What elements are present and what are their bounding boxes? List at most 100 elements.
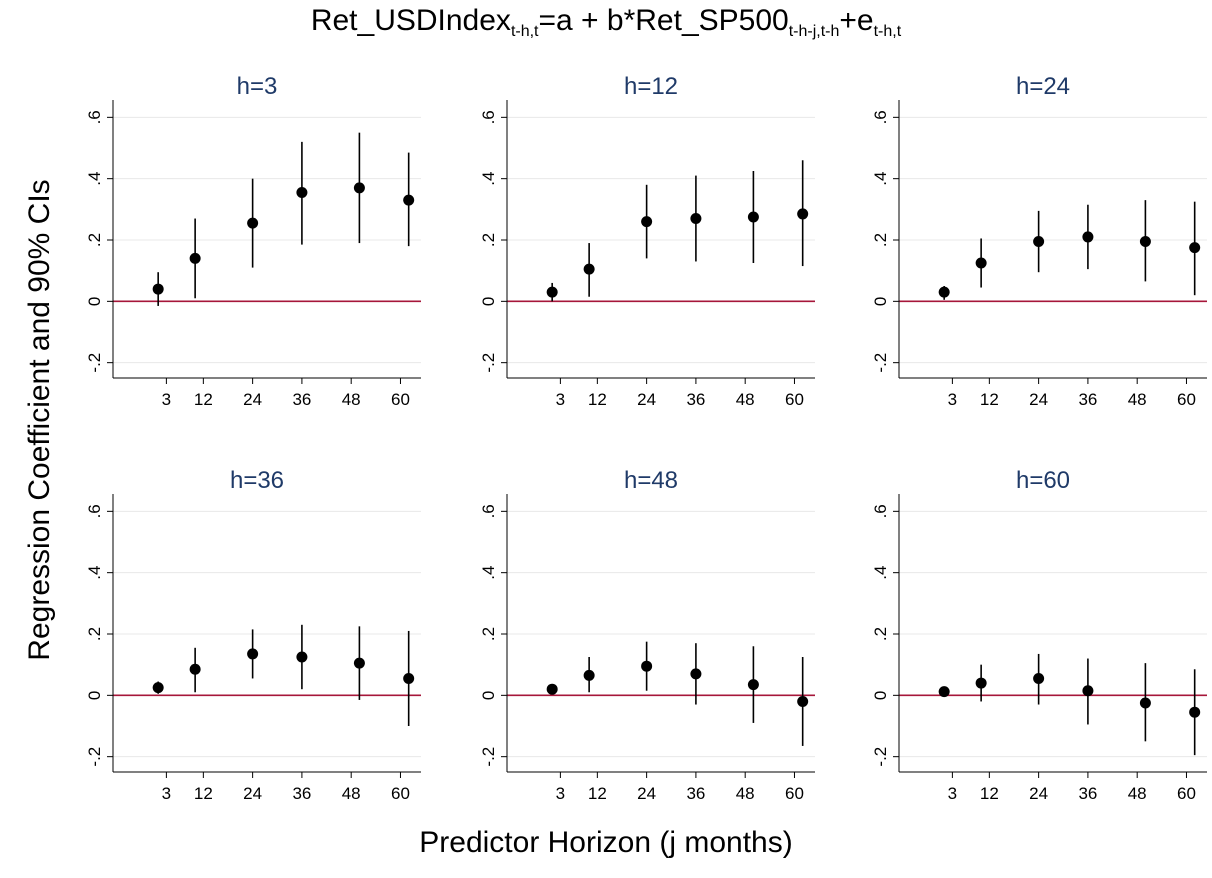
x-tick-label: 60 [785,784,804,803]
x-tick-label: 3 [556,390,565,409]
y-tick-label: .4 [871,566,890,580]
y-tick-label: .2 [871,233,890,247]
x-tick-label: 24 [1029,784,1048,803]
coefficient-point [797,695,809,707]
x-tick-label: 60 [391,784,410,803]
coefficient-point [1139,236,1151,248]
coefficient-point [152,283,164,295]
y-tick-label: -.2 [871,747,890,767]
coefficient-point [189,663,201,675]
coefficient-point [353,657,365,669]
y-tick-label: .6 [479,504,498,518]
coefficient-point [247,217,259,229]
x-tick-label: 3 [948,390,957,409]
y-tick-label: 0 [85,297,104,306]
y-tick-label: .2 [85,233,104,247]
coefficient-point [353,182,365,194]
chart-panel: h=60 -.2 0 .2 .4 .6 3 12 24 36 48 60 [871,467,1207,803]
y-tick-label: -.2 [479,747,498,767]
panel-title: h=3 [237,73,278,100]
x-tick-label: 24 [1029,390,1048,409]
coefficient-point [975,257,987,269]
x-tick-label: 36 [292,784,311,803]
x-tick-label: 12 [194,784,213,803]
x-tick-label: 36 [1078,390,1097,409]
coefficient-point [641,660,653,672]
y-tick-label: 0 [871,297,890,306]
x-tick-label: 60 [1177,390,1196,409]
y-tick-label: .2 [479,627,498,641]
x-tick-label: 36 [292,390,311,409]
coefficient-point [189,252,201,264]
panel-title: h=48 [624,467,678,494]
x-tick-label: 48 [342,390,361,409]
coefficient-point [583,263,595,275]
panel-title: h=12 [624,73,678,100]
x-tick-label: 24 [243,390,262,409]
coefficient-point [1033,672,1045,684]
y-tick-label: -.2 [871,353,890,373]
x-tick-label: 12 [980,390,999,409]
coefficient-point [1082,231,1094,243]
x-tick-label: 24 [637,390,656,409]
chart-panel: h=12 -.2 0 .2 .4 .6 3 12 24 36 48 60 [479,73,815,409]
coefficient-point [1189,242,1201,254]
x-tick-label: 48 [1128,390,1147,409]
coefficient-point [152,682,164,694]
coefficient-point [975,677,987,689]
x-tick-label: 24 [637,784,656,803]
y-tick-label: .4 [85,172,104,186]
y-tick-label: 0 [479,691,498,700]
x-tick-label: 36 [686,390,705,409]
x-tick-label: 3 [948,784,957,803]
coefficient-point [546,286,558,298]
title-part: +e [839,4,874,37]
y-tick-label: .4 [871,172,890,186]
y-tick-label: .6 [871,504,890,518]
panel-title: h=24 [1016,73,1070,100]
x-tick-label: 12 [588,390,607,409]
x-tick-label: 3 [162,390,171,409]
coefficient-point [1139,697,1151,709]
coefficient-point [938,686,950,698]
coefficient-point [747,679,759,691]
chart-panel: h=3 -.2 0 .2 .4 .6 3 12 24 36 48 60 [85,73,421,409]
y-tick-label: .2 [85,627,104,641]
coefficient-point [296,186,308,198]
coefficient-point [247,648,259,660]
coefficient-point [546,683,558,695]
coefficient-point [641,216,653,228]
y-tick-label: .2 [871,627,890,641]
chart-panel: h=36 -.2 0 .2 .4 .6 3 12 24 36 48 60 [85,467,421,803]
title-part: Ret_USDIndex [310,4,511,37]
x-tick-label: 3 [162,784,171,803]
x-tick-label: 60 [1177,784,1196,803]
y-tick-label: .4 [479,566,498,580]
title-subscript: t-h,t [510,23,539,40]
title-part: =a + b*Ret_SP500 [538,4,789,37]
chart-panel: h=48 -.2 0 .2 .4 .6 3 12 24 36 48 60 [479,467,815,803]
x-tick-label: 36 [686,784,705,803]
x-tick-label: 48 [736,390,755,409]
y-tick-label: -.2 [85,353,104,373]
coefficient-point [403,194,415,206]
y-tick-label: .6 [85,504,104,518]
x-tick-label: 60 [785,390,804,409]
title-subscript: t-h-j,t-h [788,23,840,40]
x-tick-label: 24 [243,784,262,803]
x-tick-label: 48 [1128,784,1147,803]
coefficient-point [690,213,702,225]
x-tick-label: 12 [588,784,607,803]
x-tick-label: 12 [194,390,213,409]
x-axis-title: Predictor Horizon (j months) [419,826,793,859]
y-tick-label: -.2 [479,353,498,373]
y-tick-label: .6 [85,110,104,124]
y-tick-label: 0 [85,691,104,700]
coefficient-point [690,668,702,680]
y-tick-label: -.2 [85,747,104,767]
y-tick-label: .2 [479,233,498,247]
y-tick-label: .4 [85,566,104,580]
coefficient-point [797,208,809,220]
